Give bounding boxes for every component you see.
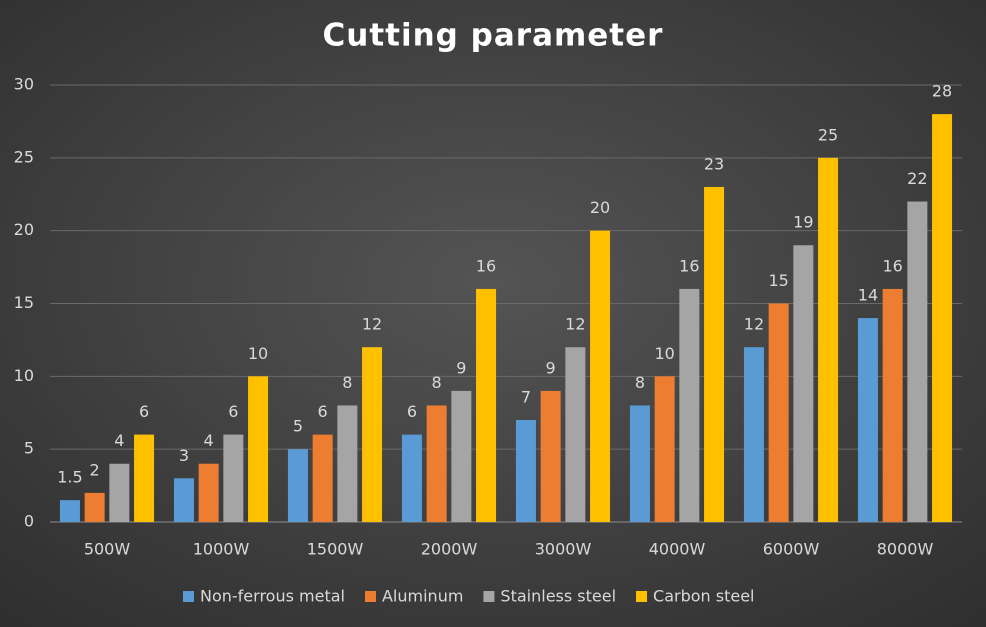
bar <box>59 500 80 522</box>
data-label: 6 <box>139 402 149 421</box>
data-label: 9 <box>456 358 466 377</box>
bar <box>793 245 814 522</box>
data-label: 6 <box>407 402 417 421</box>
x-tick-label: 3000W <box>535 540 592 559</box>
bar <box>679 288 700 522</box>
y-tick-label: 10 <box>14 366 34 385</box>
x-tick-label: 1500W <box>307 540 364 559</box>
data-label: 8 <box>432 373 442 392</box>
data-label: 28 <box>932 82 952 101</box>
y-tick-label: 15 <box>14 293 34 312</box>
bar <box>84 492 105 522</box>
x-tick-label: 2000W <box>421 540 478 559</box>
data-label: 12 <box>744 315 764 334</box>
bar <box>287 449 308 522</box>
data-label: 12 <box>565 315 585 334</box>
data-label: 8 <box>342 373 352 392</box>
legend-swatch <box>636 591 648 602</box>
legend-swatch <box>364 591 376 602</box>
y-tick-label: 20 <box>14 220 34 239</box>
y-tick-label: 30 <box>14 75 34 94</box>
bar <box>362 347 383 522</box>
data-label: 20 <box>590 198 610 217</box>
data-label: 5 <box>293 417 303 436</box>
legend-label: Stainless steel <box>500 587 616 606</box>
legend-label: Carbon steel <box>653 587 754 606</box>
data-label: 9 <box>546 358 556 377</box>
data-label: 16 <box>476 256 496 275</box>
bar <box>818 157 839 523</box>
data-label: 25 <box>818 125 838 144</box>
bar <box>476 288 497 522</box>
data-label: 10 <box>654 344 674 363</box>
data-label: 14 <box>858 286 878 305</box>
legend-swatch <box>483 591 495 602</box>
y-tick-label: 0 <box>24 512 34 531</box>
legend-swatch <box>183 591 194 602</box>
x-tick-label: 1000W <box>193 540 250 559</box>
bar <box>134 434 155 522</box>
bar <box>743 347 764 522</box>
bar <box>629 405 650 522</box>
data-label: 3 <box>179 446 189 465</box>
y-tick-label: 5 <box>24 439 34 458</box>
bar <box>565 347 586 522</box>
data-label: 16 <box>679 256 699 275</box>
bar <box>768 303 789 522</box>
data-label: 12 <box>362 315 382 334</box>
data-label: 4 <box>204 431 214 450</box>
data-label: 4 <box>114 431 124 450</box>
bar <box>932 114 953 522</box>
data-label: 2 <box>90 460 100 479</box>
bar <box>451 390 472 522</box>
legend-label: Aluminum <box>382 587 463 606</box>
bar <box>654 376 675 522</box>
bar <box>704 186 725 522</box>
bar <box>248 376 269 522</box>
data-label: 19 <box>793 213 813 232</box>
bar <box>173 478 194 522</box>
data-label: 6 <box>318 402 328 421</box>
bar <box>109 463 130 522</box>
bar <box>590 230 611 522</box>
bar <box>907 201 928 523</box>
x-tick-label: 8000W <box>877 540 934 559</box>
x-tick-label: 6000W <box>763 540 820 559</box>
legend-label: Non-ferrous metal <box>200 587 345 606</box>
bar <box>223 434 244 522</box>
x-tick-label: 500W <box>84 540 131 559</box>
data-label: 6 <box>228 402 238 421</box>
chart-title: Cutting parameter <box>323 18 664 54</box>
bar <box>312 434 333 522</box>
data-label: 15 <box>768 271 788 290</box>
data-label: 22 <box>907 169 927 188</box>
bar <box>857 318 878 522</box>
bar <box>540 390 561 522</box>
data-label: 10 <box>248 344 268 363</box>
data-label: 8 <box>635 373 645 392</box>
bar <box>426 405 447 522</box>
data-label: 16 <box>882 256 902 275</box>
data-label: 23 <box>704 154 724 173</box>
data-label: 7 <box>521 388 531 407</box>
bar <box>515 420 536 522</box>
bar <box>401 434 422 522</box>
x-tick-label: 4000W <box>649 540 706 559</box>
bar <box>882 288 903 522</box>
bar <box>198 463 219 522</box>
data-label: 1.5 <box>57 468 82 487</box>
y-tick-label: 25 <box>14 147 34 166</box>
bar <box>337 405 358 522</box>
